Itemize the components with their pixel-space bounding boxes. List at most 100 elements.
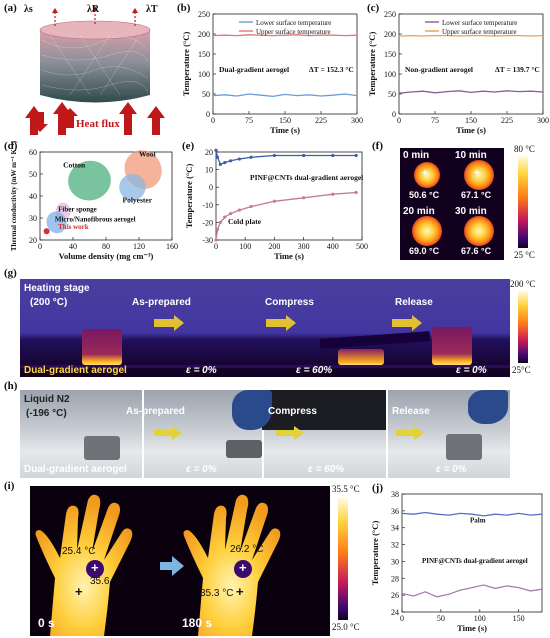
time-label: 0 min xyxy=(403,150,430,161)
arrow-icon xyxy=(286,315,296,331)
group-region xyxy=(68,160,111,201)
heating-stage-line xyxy=(20,365,510,368)
series-point xyxy=(229,212,233,216)
x-axis-label: Time (s) xyxy=(457,623,487,633)
panel-e: (e) 0 100 200 300 400 500 -30 -20 -10 0 10 20 Time (… xyxy=(180,140,370,265)
x-tick-label: 100 xyxy=(474,614,486,623)
x-axis-label: Time (s) xyxy=(456,125,486,135)
x-tick-label: 0 xyxy=(397,116,401,125)
x-tick-label: 75 xyxy=(431,116,439,125)
time-label: 180 s xyxy=(182,616,213,630)
group-label: Cotton xyxy=(63,160,86,169)
series-label: Cold plate xyxy=(228,217,262,226)
series-point xyxy=(249,155,253,159)
heating-thermal-strip: Heating stage (200 °C) As-prepared Compr… xyxy=(20,279,510,377)
y-tick-label: 24 xyxy=(391,608,399,617)
y-tick-label: 250 xyxy=(384,10,396,19)
as-prepared-label: As-prepared xyxy=(126,406,185,417)
temp-label: 26.2 °C xyxy=(230,544,264,555)
y-axis-label: Thermal conductivity (mW m⁻¹ K⁻¹) xyxy=(10,140,18,251)
aerogel-block-released xyxy=(432,327,472,365)
crosshair-icon: + xyxy=(422,168,428,179)
arrow-icon xyxy=(160,556,184,576)
color-scale-bar xyxy=(338,498,348,620)
series-point xyxy=(302,153,306,158)
y-tick-label: -30 xyxy=(202,236,213,245)
legend-label: Lower surface temperature xyxy=(442,19,517,27)
x-tick-label: 225 xyxy=(501,116,513,125)
panel-j: (j) 0 50 100 150 24 26 28 30 32 34 36 38 Time (s) Tem… xyxy=(370,480,550,638)
series-point xyxy=(354,190,358,195)
arrow-icon xyxy=(412,315,422,331)
chart-c: 0 75 150 225 300 0 50 100 150 200 250 Time (s) Tempe… xyxy=(367,10,549,135)
y-tick-label: 0 xyxy=(206,110,210,119)
liquid-n2-photo-strip: Liquid N2 (-196 °C) As-prepared Compress… xyxy=(20,390,510,478)
temp-label: 67.6 °C xyxy=(461,246,492,256)
temp-label: 50.6 °C xyxy=(409,190,440,200)
temp-label: 25.4 °C xyxy=(62,546,96,557)
legend-label: Lower surface temperature xyxy=(256,19,331,27)
x-tick-label: 160 xyxy=(166,242,178,251)
x-tick-label: 0 xyxy=(400,614,404,623)
y-tick-label: 0 xyxy=(209,183,213,192)
group-label: This work xyxy=(58,223,89,231)
series-point xyxy=(237,208,241,212)
photo-divider xyxy=(142,390,144,478)
chart-e: 0 100 200 300 400 500 -30 -20 -10 0 10 20 Time (s) Te… xyxy=(184,148,368,261)
series-line-0 xyxy=(212,93,358,98)
temp-label: 35.6 °C xyxy=(90,576,124,587)
lambda-r-label: λR xyxy=(87,4,100,15)
y-tick-label: 150 xyxy=(384,50,396,59)
x-axis-label: Volume density (mg cm⁻³) xyxy=(59,251,154,261)
y-tick-label: 60 xyxy=(29,148,37,157)
aerogel-block-as-prepared xyxy=(84,436,120,460)
release-label: Release xyxy=(392,406,430,417)
strain-label: ε = 0% xyxy=(436,464,467,475)
y-tick-label: 38 xyxy=(391,490,399,499)
y-tick-label: 50 xyxy=(388,90,396,99)
aerogel-block-released xyxy=(446,434,482,460)
panel-label-d: (d) xyxy=(4,140,18,152)
y-tick-label: 40 xyxy=(29,192,37,201)
delta-label: ΔT = 139.7 °C xyxy=(495,65,540,74)
y-tick-label: 34 xyxy=(391,524,399,533)
x-tick-label: 0 xyxy=(211,116,215,125)
scale-max-label: 35.5 °C xyxy=(332,484,360,494)
panel-label-b: (b) xyxy=(177,2,191,14)
x-axis-label: Time (s) xyxy=(270,125,300,135)
strain-label: ε = 0% xyxy=(456,365,487,376)
x-tick-label: 200 xyxy=(268,242,280,251)
x-tick-label: 75 xyxy=(245,116,253,125)
x-tick-label: 300 xyxy=(298,242,310,251)
y-tick-label: 30 xyxy=(391,557,399,566)
series-point xyxy=(223,160,227,165)
thermal-cell-10min: 10 min 67.1 °C + xyxy=(452,148,504,204)
group-label: Fiber sponge xyxy=(58,205,97,213)
arrow-icon xyxy=(414,426,424,440)
arrow-icon xyxy=(172,426,182,440)
temp-label: 35.3 °C xyxy=(200,588,234,599)
thermal-cell-20min: 20 min 69.0 °C xyxy=(400,204,452,260)
series-point xyxy=(272,199,276,203)
as-prepared-label: As-prepared xyxy=(132,297,191,308)
panel-f: (f) 0 min 50.6 °C + 10 min 67.1 °C + 20 … xyxy=(370,140,550,265)
chart-b: 0 75 150 225 300 0 50 100 150 200 250 Time (s) Tempe… xyxy=(181,10,363,135)
y-tick-label: -20 xyxy=(202,218,213,227)
series-point xyxy=(249,204,253,209)
aerogel-schematic xyxy=(25,6,165,135)
material-label: Dual-gradient aerogel xyxy=(24,464,127,475)
x-tick-label: 40 xyxy=(69,242,77,251)
y-tick-label: 20 xyxy=(205,148,213,157)
this-work-point xyxy=(43,228,50,235)
series-point xyxy=(302,196,306,200)
y-axis-label: Temperature (°C) xyxy=(370,521,380,586)
x-tick-label: 80 xyxy=(102,242,110,251)
y-axis-label: Temperature (°C) xyxy=(181,32,191,97)
compress-label: Compress xyxy=(268,406,317,417)
compress-label: Compress xyxy=(265,297,314,308)
x-tick-label: 150 xyxy=(465,116,477,125)
arrow-icon xyxy=(174,315,184,331)
panel-b: (b) 0 75 150 225 300 0 50 100 150 200 250 Time (s) T… xyxy=(175,0,365,140)
panel-label-h: (h) xyxy=(4,380,18,392)
time-label: 20 min xyxy=(403,206,435,217)
